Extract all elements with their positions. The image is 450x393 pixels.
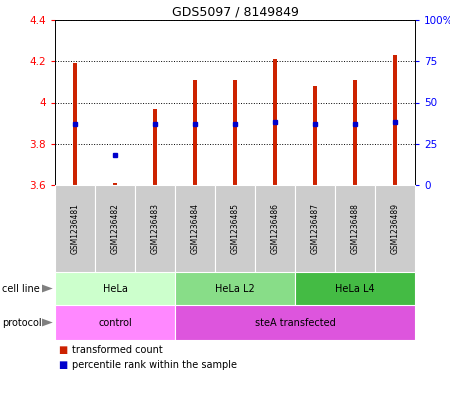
Text: GSM1236487: GSM1236487 — [310, 203, 320, 254]
Bar — [255, 185, 295, 272]
Text: percentile rank within the sample: percentile rank within the sample — [72, 360, 237, 370]
Bar — [375, 185, 415, 272]
Bar — [175, 305, 415, 340]
Title: GDS5097 / 8149849: GDS5097 / 8149849 — [171, 6, 298, 19]
Bar — [73, 63, 77, 185]
Text: transformed count: transformed count — [72, 345, 163, 355]
Text: control: control — [98, 318, 132, 327]
Text: GSM1236486: GSM1236486 — [270, 203, 279, 254]
Bar — [55, 185, 95, 272]
Text: ■: ■ — [58, 360, 68, 370]
Bar — [295, 185, 335, 272]
Text: HeLa: HeLa — [103, 283, 127, 294]
Text: ■: ■ — [58, 345, 68, 355]
Bar — [153, 109, 157, 185]
Bar — [135, 185, 175, 272]
Polygon shape — [41, 285, 53, 293]
Text: GSM1236488: GSM1236488 — [351, 203, 360, 254]
Bar — [233, 80, 237, 185]
Text: GSM1236481: GSM1236481 — [71, 203, 80, 254]
Text: protocol: protocol — [2, 318, 42, 327]
Bar — [353, 80, 357, 185]
Bar — [175, 185, 215, 272]
Bar — [113, 183, 117, 185]
Text: steA transfected: steA transfected — [255, 318, 335, 327]
Bar — [193, 80, 197, 185]
Bar — [215, 185, 255, 272]
Bar — [335, 185, 375, 272]
Text: cell line: cell line — [2, 283, 40, 294]
Text: GSM1236482: GSM1236482 — [111, 203, 120, 254]
Bar — [55, 272, 175, 305]
Bar — [393, 55, 397, 185]
Bar — [95, 185, 135, 272]
Text: HeLa L4: HeLa L4 — [335, 283, 375, 294]
Text: GSM1236484: GSM1236484 — [190, 203, 199, 254]
Bar — [313, 86, 317, 185]
Text: GSM1236483: GSM1236483 — [150, 203, 159, 254]
Bar — [273, 59, 277, 185]
Text: GSM1236489: GSM1236489 — [391, 203, 400, 254]
Bar — [55, 305, 175, 340]
Bar — [175, 272, 295, 305]
Polygon shape — [41, 318, 53, 327]
Bar — [295, 272, 415, 305]
Text: GSM1236485: GSM1236485 — [230, 203, 239, 254]
Text: HeLa L2: HeLa L2 — [215, 283, 255, 294]
